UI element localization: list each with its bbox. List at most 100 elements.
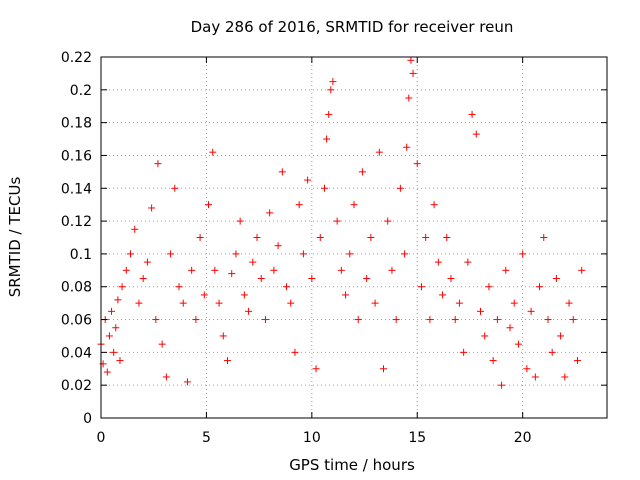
data-point	[403, 143, 411, 151]
data-point	[105, 332, 113, 340]
data-point	[122, 266, 130, 274]
data-point	[573, 357, 581, 365]
data-point	[327, 86, 335, 94]
data-point	[363, 275, 371, 283]
data-point	[460, 348, 468, 356]
data-point	[514, 340, 522, 348]
data-point	[236, 217, 244, 225]
x-tick-label: 0	[97, 430, 106, 446]
data-point	[171, 184, 179, 192]
data-point	[464, 258, 472, 266]
data-point	[481, 332, 489, 340]
data-point	[211, 266, 219, 274]
data-point	[232, 250, 240, 258]
data-point	[270, 266, 278, 274]
data-point	[413, 160, 421, 168]
data-point	[439, 291, 447, 299]
data-point	[118, 283, 126, 291]
data-point	[287, 299, 295, 307]
data-point	[388, 266, 396, 274]
data-point	[371, 299, 379, 307]
data-point	[245, 307, 253, 315]
data-point	[253, 234, 261, 241]
data-point	[333, 217, 341, 225]
data-point	[552, 275, 560, 283]
data-point	[510, 299, 518, 307]
y-tick-label: 0	[83, 411, 92, 427]
data-point	[426, 316, 434, 324]
data-point	[274, 242, 282, 250]
y-tick-label: 0.06	[61, 313, 92, 329]
data-point	[209, 148, 217, 156]
data-point	[544, 316, 552, 324]
data-point	[358, 168, 366, 176]
data-point	[323, 135, 331, 143]
data-point	[131, 225, 139, 233]
data-point	[451, 316, 459, 324]
data-point	[278, 168, 286, 176]
data-point	[519, 250, 527, 258]
data-point	[114, 296, 122, 304]
data-point	[152, 316, 160, 324]
data-point	[354, 316, 362, 324]
data-point	[188, 266, 196, 274]
data-point	[540, 234, 548, 241]
data-point	[283, 283, 291, 291]
data-point	[312, 365, 320, 373]
y-tick-label: 0.08	[61, 280, 92, 296]
data-point	[380, 365, 388, 373]
data-point	[455, 299, 463, 307]
data-point	[325, 110, 333, 118]
data-point	[316, 234, 324, 241]
y-tick-label: 0.02	[61, 378, 92, 394]
data-point	[493, 316, 501, 324]
data-point	[249, 258, 257, 266]
data-point	[557, 332, 565, 340]
data-point	[103, 368, 111, 376]
data-point	[219, 332, 227, 340]
data-point	[183, 378, 191, 386]
data-point	[401, 250, 409, 258]
data-point	[468, 110, 476, 118]
data-point	[346, 250, 354, 258]
data-point	[261, 316, 269, 324]
x-axis-title: GPS time / hours	[289, 456, 415, 474]
data-point	[350, 201, 358, 209]
data-point	[224, 357, 231, 365]
data-point	[472, 130, 480, 138]
data-point	[422, 234, 430, 241]
y-tick-label: 0.12	[61, 214, 92, 230]
data-point	[384, 217, 392, 225]
data-point	[162, 373, 170, 381]
x-tick-label: 10	[303, 430, 321, 446]
data-point	[396, 184, 404, 192]
data-point	[447, 275, 455, 283]
data-point	[110, 348, 118, 356]
data-point	[143, 258, 151, 266]
data-point	[291, 348, 299, 356]
y-tick-label: 0.22	[61, 50, 92, 66]
data-point	[367, 234, 375, 241]
data-point	[405, 94, 413, 102]
x-tick-label: 20	[514, 430, 532, 446]
data-point	[215, 299, 223, 307]
data-point	[228, 270, 236, 278]
data-point	[304, 176, 312, 184]
data-point	[175, 283, 183, 291]
data-point	[205, 201, 213, 209]
tick-labels: 0 0.02 0.04 0.06 0.08 0.1 0.12 0.14 0.16 0.18 0.2 0…	[61, 50, 532, 446]
data-point	[299, 250, 307, 258]
y-tick-label: 0.2	[70, 83, 92, 99]
y-tick-label: 0.1	[70, 247, 92, 263]
data-point	[308, 275, 316, 283]
data-point	[561, 373, 569, 381]
data-point	[179, 299, 187, 307]
y-tick-label: 0.04	[61, 345, 92, 361]
chart-title: Day 286 of 2016, SRMTID for receiver reu…	[191, 18, 514, 36]
data-point	[167, 250, 175, 258]
data-point	[375, 148, 383, 156]
data-point	[485, 283, 493, 291]
x-tick-label: 5	[202, 430, 211, 446]
data-point	[257, 275, 265, 283]
data-point	[108, 307, 116, 315]
